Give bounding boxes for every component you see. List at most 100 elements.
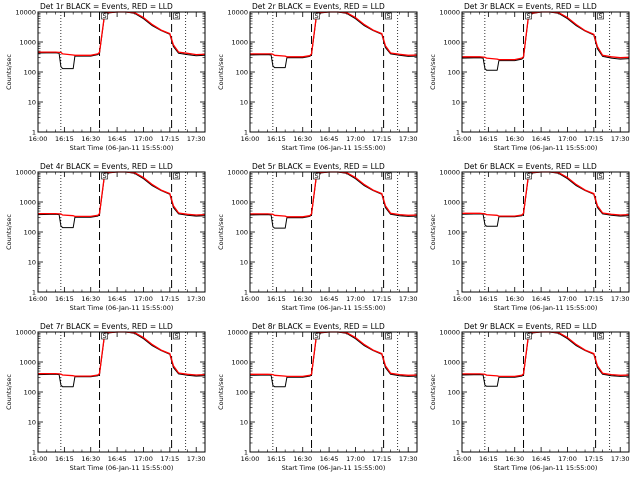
panel-title: Det 7r BLACK = Events, RED = LLD <box>40 322 173 331</box>
y-tick-label: 10 <box>240 419 248 427</box>
y-axis-label: Counts/sec <box>217 214 225 250</box>
event-marker-box <box>101 172 108 180</box>
x-tick-label: 16:45 <box>532 295 551 303</box>
y-tick-label: 1 <box>456 129 460 137</box>
y-axis-label: Counts/sec <box>429 214 437 250</box>
event-marker-label: S <box>526 12 530 20</box>
x-tick-label: 17:30 <box>187 135 206 143</box>
event-marker-box <box>173 12 180 20</box>
y-tick-label: 1000 <box>443 199 460 207</box>
x-tick-label: 17:15 <box>584 135 603 143</box>
x-tick-label: 16:00 <box>29 135 48 143</box>
x-tick-label: 16:30 <box>505 295 524 303</box>
panel-title: Det 1r BLACK = Events, RED = LLD <box>40 2 173 11</box>
x-tick-label: 17:15 <box>584 455 603 463</box>
plot-frame <box>461 11 630 133</box>
series-line-lld <box>250 331 418 378</box>
y-tick-label: 10 <box>240 99 248 107</box>
series-line-events <box>461 331 630 387</box>
y-tick-label: 10 <box>28 99 36 107</box>
series-line-lld <box>462 331 630 378</box>
panel-det-6: Det 6r BLACK = Events, RED = LLD Counts/s… <box>429 162 630 312</box>
y-tick-label: 1000 <box>231 39 248 47</box>
x-tick-label: 16:30 <box>505 455 524 463</box>
x-tick-label: 16:45 <box>320 135 339 143</box>
y-tick-label: 1000 <box>231 359 248 367</box>
y-axis-label: Counts/sec <box>5 54 13 90</box>
y-tick-label: 10 <box>240 259 248 267</box>
x-tick-label: 16:15 <box>267 455 286 463</box>
x-tick-label: 16:45 <box>532 455 551 463</box>
plot-frame <box>37 11 206 133</box>
y-tick-label: 100 <box>24 389 36 397</box>
x-tick-label: 17:00 <box>558 455 577 463</box>
y-tick-label: 1 <box>244 449 248 457</box>
panel-title: Det 6r BLACK = Events, RED = LLD <box>464 162 597 171</box>
x-axis-label: Start Time (06-Jan-11 15:55:00) <box>70 304 174 312</box>
plot-frame <box>461 331 630 453</box>
y-tick-label: 10 <box>452 419 460 427</box>
x-tick-label: 16:45 <box>108 295 127 303</box>
event-marker-label: S <box>599 172 603 180</box>
y-tick-label: 1 <box>244 289 248 297</box>
plot-frame <box>37 331 206 453</box>
x-tick-label: 16:00 <box>453 295 472 303</box>
x-tick-label: 17:00 <box>346 135 365 143</box>
event-marker-label: S <box>599 12 603 20</box>
x-tick-label: 17:00 <box>346 455 365 463</box>
event-marker-label: S <box>102 12 106 20</box>
y-axis-label: Counts/sec <box>217 374 225 410</box>
panel-det-9: Det 9r BLACK = Events, RED = LLD Counts/s… <box>429 322 630 472</box>
y-tick-label: 1 <box>32 129 36 137</box>
x-axis-label: Start Time (06-Jan-11 15:55:00) <box>494 304 598 312</box>
y-axis-label: Counts/sec <box>429 374 437 410</box>
y-tick-label: 1 <box>32 449 36 457</box>
event-marker-label: S <box>102 332 106 340</box>
series-line-events <box>461 11 630 71</box>
y-tick-label: 10 <box>28 259 36 267</box>
panel-det-7: Det 7r BLACK = Events, RED = LLD Counts/s… <box>5 322 206 472</box>
y-tick-label: 10000 <box>15 169 36 177</box>
y-tick-label: 1000 <box>19 359 36 367</box>
panel-title: Det 3r BLACK = Events, RED = LLD <box>464 2 597 11</box>
event-marker-box <box>597 332 604 340</box>
x-tick-label: 16:30 <box>81 295 100 303</box>
x-tick-label: 17:30 <box>611 135 630 143</box>
x-tick-label: 16:30 <box>81 455 100 463</box>
x-tick-label: 16:30 <box>293 135 312 143</box>
series-line-events <box>37 331 206 388</box>
x-tick-label: 17:30 <box>611 295 630 303</box>
x-tick-label: 16:00 <box>453 135 472 143</box>
event-marker-box <box>173 332 180 340</box>
event-marker-box <box>385 332 392 340</box>
y-axis-label: Counts/sec <box>5 214 13 250</box>
event-marker-label: S <box>102 172 106 180</box>
event-marker-label: S <box>387 12 391 20</box>
x-axis-label: Start Time (06-Jan-11 15:55:00) <box>70 464 174 472</box>
x-tick-label: 17:15 <box>372 135 391 143</box>
event-marker-box <box>525 12 532 20</box>
panel-title: Det 9r BLACK = Events, RED = LLD <box>464 322 597 331</box>
y-tick-label: 10000 <box>439 329 460 337</box>
y-tick-label: 100 <box>236 69 248 77</box>
series-line-lld <box>250 171 418 218</box>
x-tick-label: 17:15 <box>160 295 179 303</box>
panel-title: Det 8r BLACK = Events, RED = LLD <box>252 322 385 331</box>
y-tick-label: 100 <box>236 389 248 397</box>
event-marker-box <box>313 332 320 340</box>
series-line-lld <box>250 11 418 58</box>
y-tick-label: 10000 <box>15 329 36 337</box>
y-tick-label: 1000 <box>443 39 460 47</box>
y-tick-label: 100 <box>236 229 248 237</box>
event-marker-label: S <box>387 332 391 340</box>
event-marker-box <box>597 172 604 180</box>
x-tick-label: 17:15 <box>160 135 179 143</box>
y-tick-label: 1000 <box>231 199 248 207</box>
x-axis-label: Start Time (06-Jan-11 15:55:00) <box>494 464 598 472</box>
event-marker-box <box>101 332 108 340</box>
series-line-events <box>249 11 418 69</box>
series-line-events <box>37 171 206 229</box>
event-marker-box <box>597 12 604 20</box>
y-tick-label: 10000 <box>439 9 460 17</box>
y-axis-label: Counts/sec <box>217 54 225 90</box>
